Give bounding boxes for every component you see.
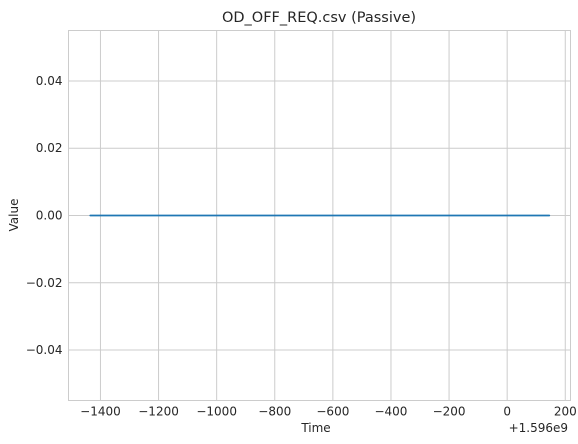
x-tick-label: −800 xyxy=(258,405,291,419)
grid xyxy=(68,30,571,401)
x-tick-label: −1200 xyxy=(138,405,179,419)
chart-title: OD_OFF_REQ.csv (Passive) xyxy=(222,10,416,26)
x-axis-label: Time xyxy=(300,421,330,435)
x-tick-label: −1000 xyxy=(196,405,237,419)
y-tick-labels: −0.04 −0.02 0.00 0.02 0.04 xyxy=(26,74,63,357)
y-tick-label: 0.00 xyxy=(36,209,63,223)
x-tick-label: −400 xyxy=(374,405,407,419)
x-offset-label: +1.596e9 xyxy=(509,421,568,435)
y-axis-label: Value xyxy=(7,199,21,232)
x-tick-label: 0 xyxy=(503,405,511,419)
x-tick-label: −600 xyxy=(316,405,349,419)
y-tick-label: 0.04 xyxy=(36,74,63,88)
y-tick-label: 0.02 xyxy=(36,141,63,155)
y-tick-label: −0.02 xyxy=(26,276,63,290)
x-tick-label: 200 xyxy=(554,405,577,419)
x-tick-label: −1400 xyxy=(80,405,121,419)
y-tick-label: −0.04 xyxy=(26,343,63,357)
x-tick-labels: −1400 −1200 −1000 −800 −600 −400 −200 0 200 xyxy=(80,405,577,419)
x-tick-label: −200 xyxy=(433,405,466,419)
